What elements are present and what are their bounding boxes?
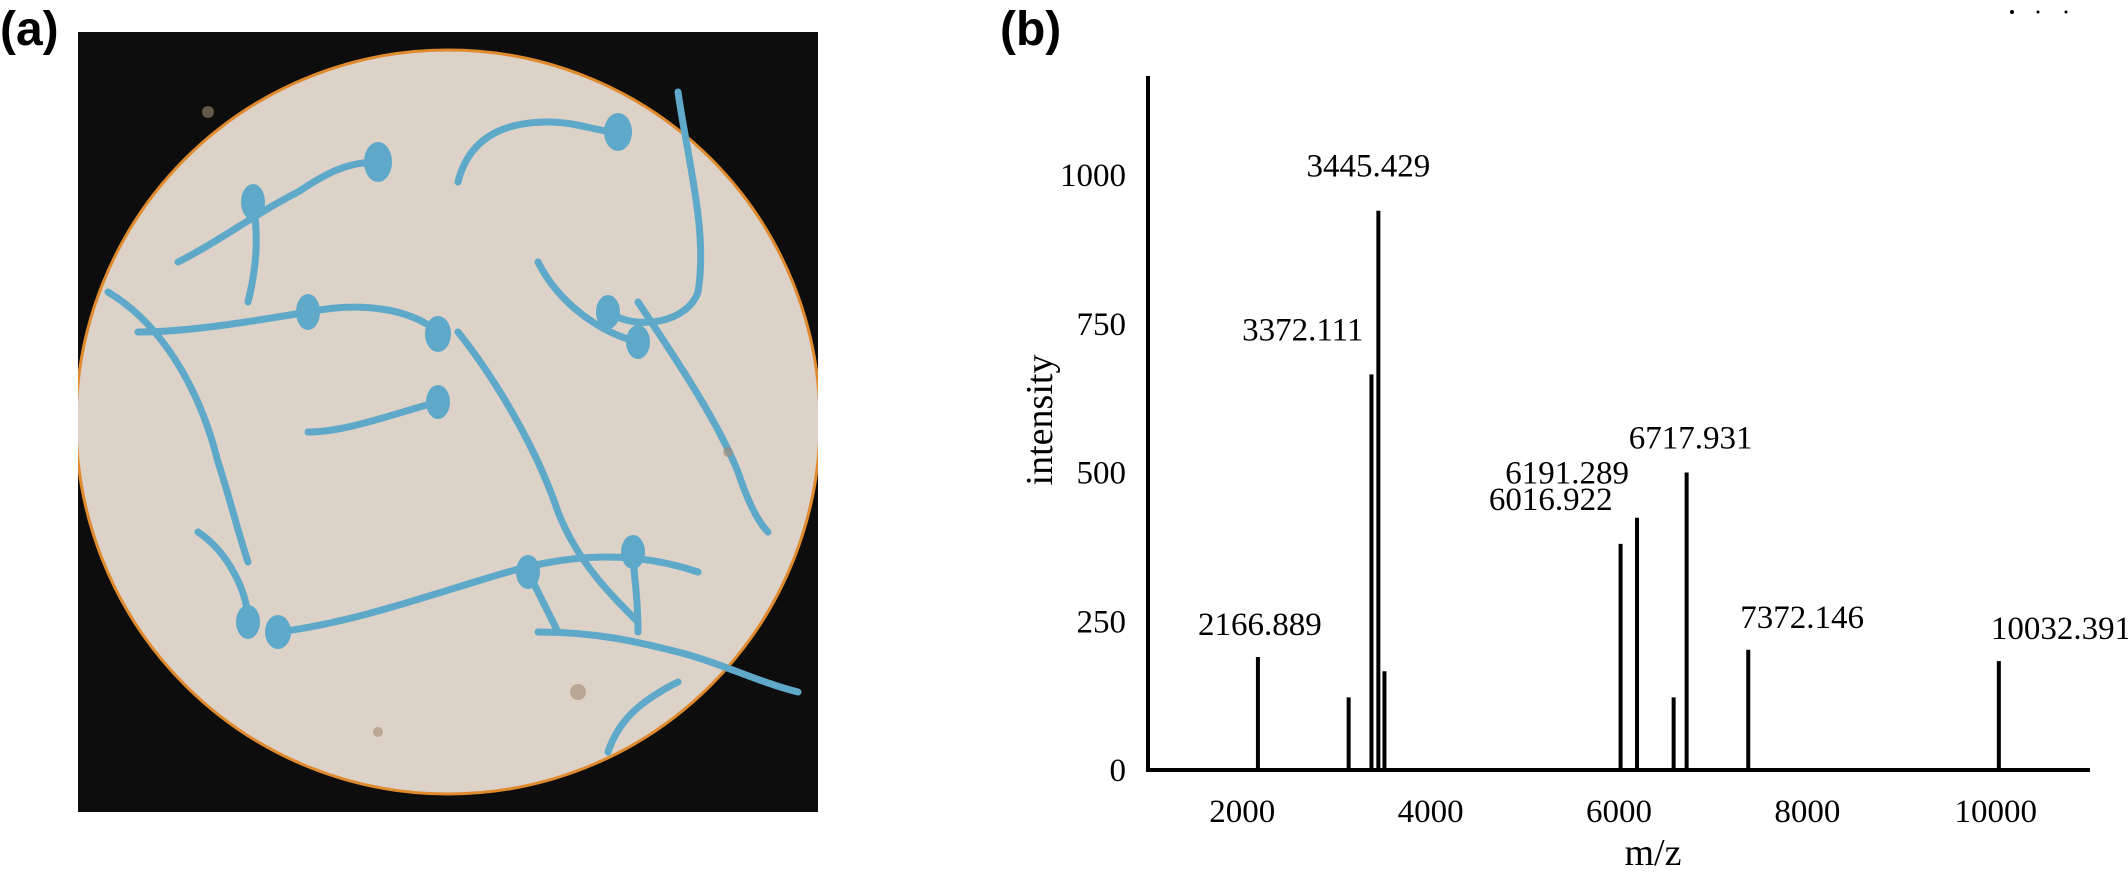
debris-specks bbox=[202, 106, 733, 737]
x-axis-title: m/z bbox=[1625, 832, 1682, 873]
y-tick-label: 750 bbox=[1077, 307, 1127, 343]
micrograph-image bbox=[78, 32, 818, 812]
panel-label-a: (a) bbox=[0, 3, 59, 56]
microscope-field bbox=[78, 48, 818, 796]
corner-specks bbox=[2010, 10, 2068, 14]
x-tick-label: 8000 bbox=[1774, 794, 1840, 830]
y-tick-label: 250 bbox=[1077, 604, 1127, 640]
peak-label: 6016.922 bbox=[1489, 482, 1613, 518]
y-axis-title: intensity bbox=[1019, 355, 1061, 486]
y-tick-label: 500 bbox=[1077, 456, 1127, 492]
y-tick-label: 1000 bbox=[1060, 158, 1126, 194]
panel-label-b: (b) bbox=[1000, 3, 1062, 56]
mass-spectrum-chart: 0 250 500 750 1000 2000 4000 6000 8000 10000 216… bbox=[1019, 10, 2128, 873]
x-tick-label: 6000 bbox=[1586, 794, 1652, 830]
x-tick-label: 2000 bbox=[1209, 794, 1275, 830]
peak-label: 3372.111 bbox=[1242, 312, 1363, 348]
peak-label: 7372.146 bbox=[1740, 600, 1864, 636]
conidia bbox=[236, 113, 650, 649]
y-tick-label: 0 bbox=[1110, 753, 1127, 789]
peak-labels: 2166.889 3372.111 3445.429 6016.9226191.289… bbox=[1198, 149, 2128, 647]
peak-label: 10032.391 bbox=[1991, 611, 2128, 647]
x-tick-labels: 2000 4000 6000 8000 10000 bbox=[1209, 794, 2037, 830]
stained-hyphae bbox=[104, 88, 802, 756]
peak-label: 3445.429 bbox=[1306, 149, 1430, 185]
peak-label: 2166.889 bbox=[1198, 607, 1322, 643]
spectrum-peaks bbox=[1255, 210, 2001, 770]
y-tick-labels: 0 250 500 750 1000 bbox=[1060, 158, 1126, 789]
peak-label: 6717.931 bbox=[1629, 421, 1753, 457]
x-tick-label: 4000 bbox=[1398, 794, 1464, 830]
x-tick-label: 10000 bbox=[1955, 794, 2038, 830]
peak-label: 6191.289 bbox=[1505, 456, 1629, 492]
